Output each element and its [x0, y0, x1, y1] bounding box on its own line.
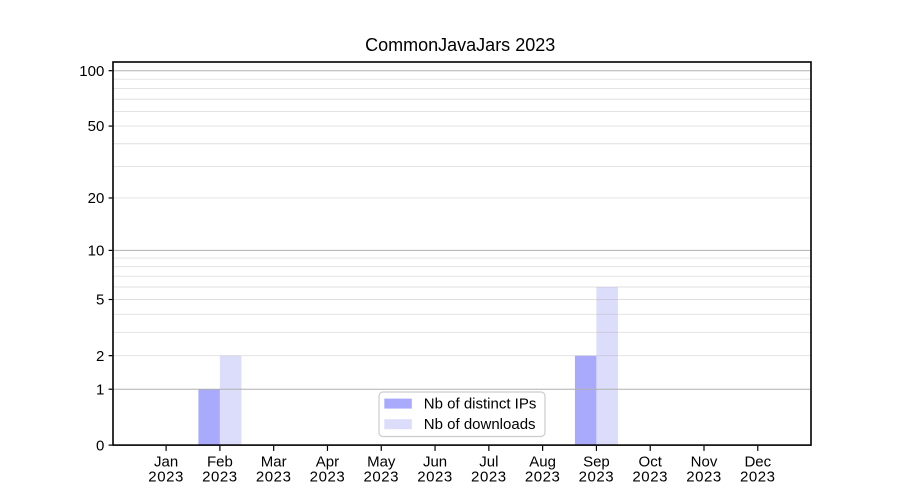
svg-text:2023: 2023	[579, 469, 615, 486]
svg-text:Sep: Sep	[583, 453, 610, 470]
svg-text:50: 50	[88, 118, 105, 135]
svg-text:20: 20	[88, 190, 105, 207]
svg-text:2: 2	[96, 348, 104, 365]
svg-text:Nov: Nov	[691, 453, 718, 470]
svg-text:2023: 2023	[686, 469, 722, 486]
svg-text:2023: 2023	[310, 469, 346, 486]
svg-text:10: 10	[88, 242, 105, 259]
svg-text:Jan: Jan	[154, 453, 178, 470]
svg-text:2023: 2023	[740, 469, 776, 486]
svg-text:Nb of distinct IPs: Nb of distinct IPs	[424, 396, 537, 413]
svg-text:May: May	[367, 453, 396, 470]
svg-text:2023: 2023	[471, 469, 507, 486]
svg-text:Jun: Jun	[423, 453, 447, 470]
svg-text:2023: 2023	[256, 469, 292, 486]
svg-text:100: 100	[79, 63, 104, 80]
svg-text:2023: 2023	[363, 469, 399, 486]
svg-text:Mar: Mar	[261, 453, 287, 470]
svg-text:Jul: Jul	[479, 453, 498, 470]
svg-text:Apr: Apr	[316, 453, 339, 470]
svg-text:5: 5	[96, 292, 104, 309]
svg-text:2023: 2023	[632, 469, 668, 486]
svg-text:2023: 2023	[525, 469, 561, 486]
svg-text:2023: 2023	[148, 469, 184, 486]
svg-text:Oct: Oct	[639, 453, 663, 470]
svg-text:Aug: Aug	[529, 453, 556, 470]
svg-text:2023: 2023	[202, 469, 238, 486]
svg-text:Nb of downloads: Nb of downloads	[424, 416, 536, 433]
svg-text:1: 1	[96, 381, 104, 398]
svg-text:Feb: Feb	[207, 453, 233, 470]
svg-text:0: 0	[96, 437, 104, 454]
svg-text:CommonJavaJars 2023: CommonJavaJars 2023	[365, 35, 555, 55]
svg-text:Dec: Dec	[744, 453, 771, 470]
svg-text:2023: 2023	[417, 469, 453, 486]
